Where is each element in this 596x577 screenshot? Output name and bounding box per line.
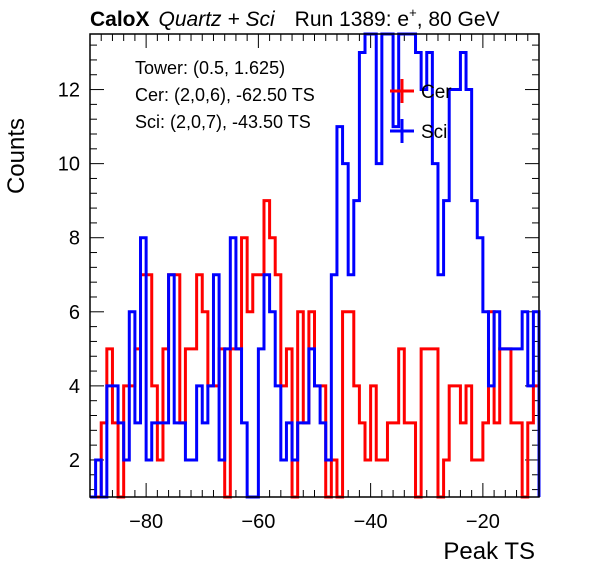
plot-frame <box>89 33 540 498</box>
y-tick-labels: 2 4 6 8 10 12 <box>58 80 80 472</box>
series-sci-line <box>90 32 541 499</box>
y-axis-title: Counts <box>3 118 30 194</box>
y-tick-label: 6 <box>69 302 80 324</box>
axis-ticks <box>89 34 540 497</box>
run-energy-label: , 80 GeV <box>417 8 500 31</box>
plot-header: CaloX Quartz + Sci Run 1389: e+, 80 GeV <box>90 5 500 31</box>
x-tick-label: −20 <box>466 511 500 533</box>
series-cer-line <box>90 199 541 499</box>
legend-sci-label: Sci <box>421 122 447 143</box>
y-tick-label: 4 <box>69 376 80 398</box>
sci-info: Sci: (2,0,7), -43.50 TS <box>135 112 311 132</box>
run-label: Run 1389: e <box>295 8 409 31</box>
legend-cer-label: Cer <box>421 82 452 103</box>
cer-info: Cer: (2,0,6), -62.50 TS <box>135 85 315 105</box>
x-tick-label: −80 <box>129 511 163 533</box>
x-tick-labels: −80 −60 −40 −20 <box>129 511 500 533</box>
x-axis-title: Peak TS <box>443 538 535 565</box>
legend: Cer Sci <box>390 79 452 143</box>
x-tick-label: −60 <box>241 511 275 533</box>
brand-label: CaloX <box>90 8 150 31</box>
x-tick-label: −40 <box>354 511 388 533</box>
legend-entry-sci: Sci <box>390 119 447 143</box>
y-tick-label: 10 <box>58 154 80 176</box>
subtitle-label: Quartz + Sci <box>159 8 276 31</box>
y-tick-label: 8 <box>69 228 80 250</box>
legend-entry-cer: Cer <box>390 79 452 103</box>
histogram-series <box>90 32 541 499</box>
tower-info: Tower: (0.5, 1.625) <box>135 58 285 78</box>
y-tick-label: 2 <box>69 450 80 472</box>
run-charge-sup: + <box>409 5 417 20</box>
y-tick-label: 12 <box>58 80 80 102</box>
